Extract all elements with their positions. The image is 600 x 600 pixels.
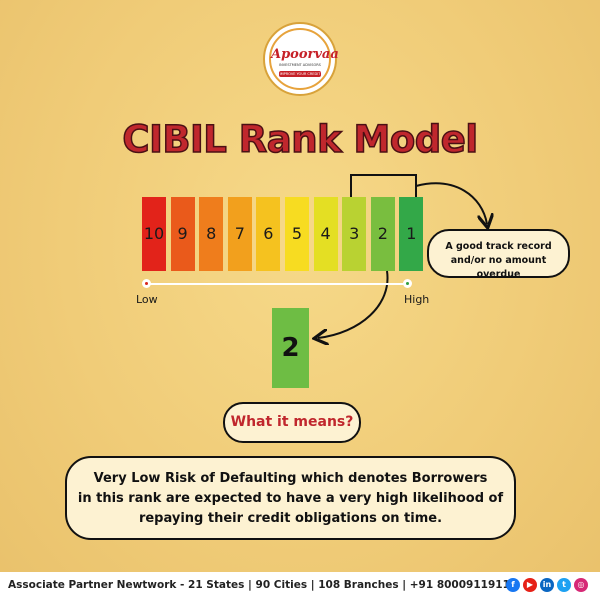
logo-tagline: IMPROVE YOUR CREDIT — [279, 71, 321, 77]
youtube-icon[interactable]: ▶ — [523, 578, 537, 592]
rank-segment-9: 9 — [170, 197, 195, 271]
high-marker-dot — [403, 279, 412, 288]
low-label: Low — [136, 293, 158, 306]
rank-segment-5: 5 — [285, 197, 309, 271]
rank-segment-7: 7 — [227, 197, 252, 271]
rank-segment-3: 3 — [342, 197, 367, 271]
rank-segment-4: 4 — [313, 197, 338, 271]
what-it-means-heading: What it means? — [223, 402, 361, 443]
highlighted-rank: 2 — [272, 308, 309, 388]
rank-description: Very Low Risk of Defaulting which denote… — [65, 456, 516, 540]
description-line-2: in this rank are expected to have a very… — [77, 491, 504, 506]
rank-segment-8: 8 — [199, 197, 224, 271]
rank-segment-2: 2 — [370, 197, 395, 271]
page-title: CIBIL Rank Model — [122, 117, 479, 162]
description-line-3: repaying their credit obligations on tim… — [138, 511, 443, 526]
rank-arrow — [318, 270, 389, 338]
twitter-icon[interactable]: t — [557, 578, 571, 592]
low-marker-dot — [142, 279, 151, 288]
rank-segment-1: 1 — [399, 197, 424, 271]
facebook-icon[interactable]: f — [506, 578, 520, 592]
top-bracket — [350, 174, 417, 197]
footer-bar: Associate Partner Newtwork - 21 States |… — [0, 572, 600, 600]
logo-brand: Apoorvaa — [271, 47, 339, 62]
linkedin-icon[interactable]: in — [540, 578, 554, 592]
logo-ring: Apoorvaa INVESTMENT ADVISORS IMPROVE YOU… — [269, 28, 339, 90]
rank-segment-6: 6 — [256, 197, 281, 271]
instagram-icon[interactable]: ◎ — [574, 578, 588, 592]
rank-segment-10: 10 — [142, 197, 166, 271]
risk-axis-line — [146, 283, 407, 285]
track-record-callout: A good track record and/or no amount ove… — [427, 229, 570, 280]
callout-arrow — [415, 182, 487, 224]
high-label: High — [404, 293, 430, 306]
logo-subtitle: INVESTMENT ADVISORS — [279, 63, 321, 67]
company-logo: Apoorvaa INVESTMENT ADVISORS IMPROVE YOU… — [263, 22, 339, 96]
description-line-1: Very Low Risk of Defaulting which denote… — [93, 471, 488, 486]
footer-network-info: Associate Partner Newtwork - 21 States |… — [8, 579, 518, 591]
